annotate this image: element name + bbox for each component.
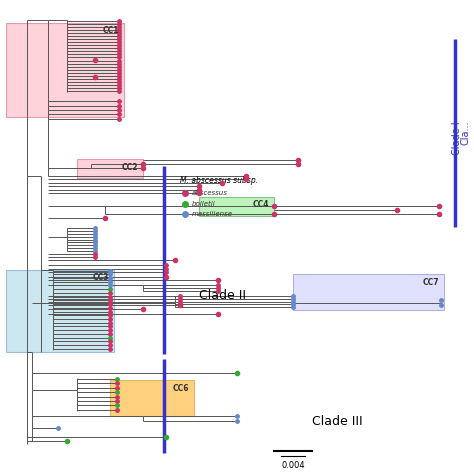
- Bar: [293, 274, 444, 310]
- Text: M. abscessus subsp.: M. abscessus subsp.: [180, 176, 258, 185]
- Bar: [6, 270, 114, 352]
- Text: CC1: CC1: [102, 27, 119, 36]
- Text: CC2: CC2: [121, 163, 138, 172]
- Text: abscessus: abscessus: [192, 191, 228, 196]
- Bar: [199, 197, 274, 216]
- Text: bolletii: bolletii: [192, 201, 216, 207]
- Text: 0.004: 0.004: [281, 461, 305, 470]
- Text: massiliense: massiliense: [192, 211, 233, 217]
- Bar: [109, 380, 194, 416]
- Text: CC6: CC6: [173, 384, 190, 393]
- Text: Clade II: Clade II: [199, 289, 246, 302]
- Text: CC4: CC4: [253, 201, 270, 210]
- Bar: [77, 159, 143, 178]
- Bar: [6, 23, 124, 117]
- Text: CC3: CC3: [93, 273, 109, 283]
- Text: Clade III: Clade III: [312, 415, 363, 428]
- Text: CC7: CC7: [422, 278, 439, 287]
- Text: Cla...: Cla...: [460, 121, 470, 146]
- Text: Clade I: Clade I: [452, 121, 462, 155]
